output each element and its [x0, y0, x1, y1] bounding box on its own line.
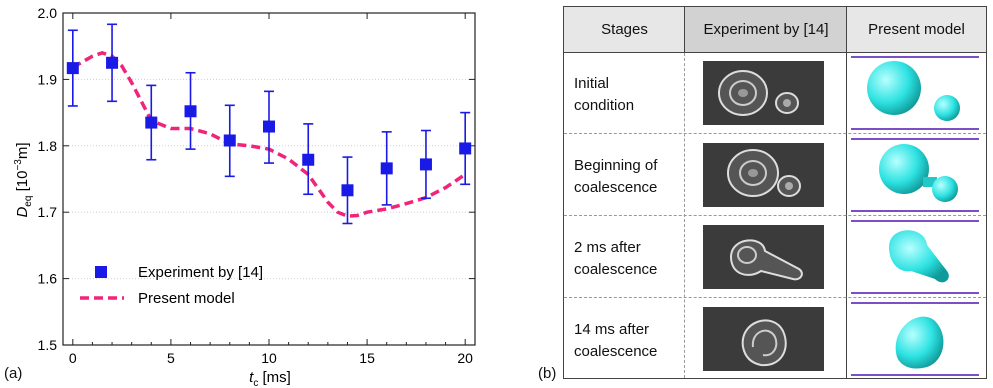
stage-label-beginning: Beginning of coalescence [574, 157, 658, 196]
y-tick-label: 1.7 [38, 204, 58, 220]
experiment-point [302, 153, 315, 166]
model-render-14ms [849, 297, 981, 381]
experiment-point [380, 162, 393, 175]
experiment-point [184, 105, 197, 118]
experiment-photo-beginning [703, 143, 824, 207]
stage-label-initial: Initial condition [574, 75, 635, 114]
x-tick-label: 5 [167, 350, 175, 366]
experiment-point [145, 116, 158, 129]
plot-frame [62, 12, 476, 346]
experiment-point [459, 142, 472, 155]
x-tick-label: 15 [359, 350, 375, 366]
legend-label-model: Present model [138, 290, 235, 307]
experiment-photo-2ms [703, 225, 824, 289]
y-tick-label: 1.6 [38, 271, 58, 287]
model-render-2ms [849, 215, 981, 299]
comparison-table: Stages Experiment by [14] Present model … [563, 6, 987, 379]
experiment-point [66, 62, 79, 75]
header-experiment: Experiment by [14] [685, 7, 847, 53]
header-stages: Stages [564, 7, 685, 53]
y-tick-label: 1.5 [38, 337, 58, 353]
chart-panel-a: 0 5 10 15 20 1.5 1.6 1.7 1.8 1.9 2.0 Experiment by … [13, 5, 476, 388]
stage-label-2ms: 2 ms after coalescence [574, 239, 658, 278]
panel-label-b: (b) [538, 365, 557, 382]
row-divider [564, 133, 986, 134]
experiment-photo-14ms [703, 307, 824, 371]
x-tick-label: 10 [261, 350, 277, 366]
header-present-model: Present model [847, 7, 986, 53]
row-divider [564, 297, 986, 298]
experiment-point [263, 120, 275, 133]
model-render-initial [849, 51, 981, 135]
experiment-point [223, 134, 236, 147]
experiment-point [341, 184, 354, 197]
experiment-photo-initial [703, 61, 824, 125]
experiment-point [106, 56, 119, 69]
y-tick-label: 1.9 [38, 71, 58, 87]
x-tick-label: 0 [69, 350, 77, 366]
panel-label-a: (a) [4, 365, 23, 382]
y-tick-label: 2.0 [38, 5, 58, 21]
x-tick-label: 20 [457, 350, 473, 366]
column-divider [684, 7, 685, 53]
legend-label-experiment: Experiment by [14] [138, 264, 263, 281]
experiment-point [419, 158, 432, 171]
legend-marker-experiment [95, 266, 107, 278]
stage-label-14ms: 14 ms after coalescence [574, 321, 658, 360]
y-axis-label: Deq [10−3m] [13, 142, 34, 217]
column-divider [846, 7, 847, 378]
y-tick-label: 1.8 [38, 138, 58, 154]
row-divider [564, 215, 986, 216]
x-axis-label: tc [ms] [249, 369, 291, 388]
model-render-beginning [849, 133, 981, 217]
